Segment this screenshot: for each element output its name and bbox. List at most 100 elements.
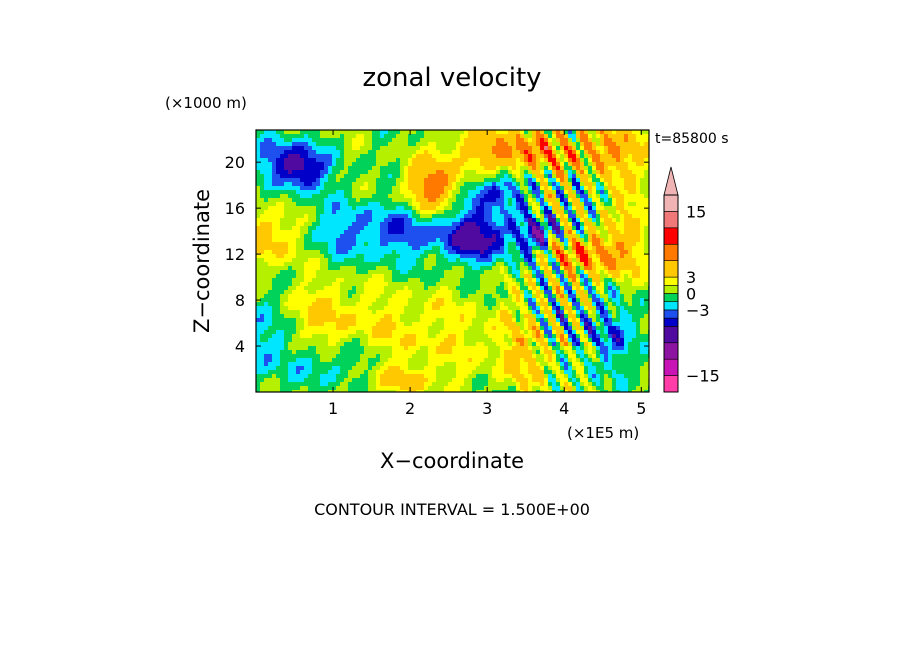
field-cell bbox=[528, 326, 533, 331]
field-cell bbox=[532, 198, 537, 203]
field-cell bbox=[484, 162, 489, 167]
field-cell bbox=[364, 198, 369, 203]
field-cell bbox=[408, 198, 413, 203]
field-cell bbox=[388, 150, 393, 155]
field-cell bbox=[428, 330, 433, 335]
field-cell bbox=[484, 198, 489, 203]
field-cell bbox=[384, 198, 389, 203]
field-cell bbox=[304, 266, 309, 271]
velocity-field bbox=[256, 130, 649, 392]
field-cell bbox=[312, 246, 317, 251]
field-cell bbox=[380, 266, 385, 271]
field-cell bbox=[584, 214, 589, 219]
field-cell bbox=[500, 226, 505, 231]
field-cell bbox=[412, 302, 417, 307]
field-cell bbox=[528, 262, 533, 267]
field-cell bbox=[640, 294, 645, 299]
field-cell bbox=[492, 138, 497, 143]
field-cell bbox=[300, 314, 305, 319]
field-cell bbox=[352, 274, 357, 279]
field-cell bbox=[308, 258, 313, 263]
field-cell bbox=[264, 302, 269, 307]
field-cell bbox=[588, 138, 593, 143]
field-cell bbox=[436, 326, 441, 331]
field-cell bbox=[376, 142, 381, 147]
field-cell bbox=[596, 130, 601, 135]
field-cell bbox=[600, 318, 605, 323]
field-cell bbox=[420, 262, 425, 267]
field-cell bbox=[336, 250, 341, 255]
field-cell bbox=[472, 130, 477, 135]
field-cell bbox=[268, 166, 273, 171]
field-cell bbox=[276, 130, 281, 135]
field-cell bbox=[436, 246, 441, 251]
field-cell bbox=[604, 166, 609, 171]
field-cell bbox=[508, 158, 513, 163]
field-cell bbox=[492, 206, 497, 211]
field-cell bbox=[264, 142, 269, 147]
field-cell bbox=[424, 254, 429, 259]
field-cell bbox=[620, 282, 625, 287]
field-cell bbox=[304, 246, 309, 251]
field-cell bbox=[588, 286, 593, 291]
field-cell bbox=[336, 258, 341, 263]
field-cell bbox=[296, 158, 301, 163]
field-cell bbox=[368, 262, 373, 267]
field-cell bbox=[376, 246, 381, 251]
field-cell bbox=[344, 314, 349, 319]
field-cell bbox=[352, 206, 357, 211]
field-cell bbox=[288, 166, 293, 171]
field-cell bbox=[276, 178, 281, 183]
field-cell bbox=[320, 138, 325, 143]
field-cell bbox=[320, 246, 325, 251]
field-cell bbox=[376, 262, 381, 267]
field-cell bbox=[448, 286, 453, 291]
field-cell bbox=[368, 246, 373, 251]
field-cell bbox=[284, 146, 289, 151]
field-cell bbox=[644, 182, 649, 187]
field-cell bbox=[608, 258, 613, 263]
field-cell bbox=[488, 238, 493, 243]
field-cell bbox=[344, 234, 349, 239]
field-cell bbox=[480, 150, 485, 155]
field-cell bbox=[280, 262, 285, 267]
field-cell bbox=[256, 306, 261, 311]
field-cell bbox=[500, 274, 505, 279]
field-cell bbox=[416, 186, 421, 191]
field-cell bbox=[456, 294, 461, 299]
field-cell bbox=[644, 258, 649, 263]
field-cell bbox=[432, 282, 437, 287]
field-cell bbox=[456, 226, 461, 231]
field-cell bbox=[392, 318, 397, 323]
field-cell bbox=[260, 214, 265, 219]
field-cell bbox=[556, 142, 561, 147]
field-cell bbox=[336, 306, 341, 311]
field-cell bbox=[264, 314, 269, 319]
field-cell bbox=[556, 178, 561, 183]
field-cell bbox=[276, 290, 281, 295]
field-cell bbox=[544, 298, 549, 303]
field-cell bbox=[352, 154, 357, 159]
field-cell bbox=[300, 150, 305, 155]
field-cell bbox=[324, 250, 329, 255]
field-cell bbox=[340, 210, 345, 215]
field-cell bbox=[600, 142, 605, 147]
field-cell bbox=[344, 214, 349, 219]
field-cell bbox=[484, 322, 489, 327]
field-cell bbox=[468, 282, 473, 287]
field-cell bbox=[312, 314, 317, 319]
field-cell bbox=[608, 150, 613, 155]
field-cell bbox=[412, 214, 417, 219]
field-cell bbox=[584, 134, 589, 139]
field-cell bbox=[444, 166, 449, 171]
field-cell bbox=[444, 262, 449, 267]
field-cell bbox=[464, 266, 469, 271]
field-cell bbox=[384, 218, 389, 223]
field-cell bbox=[352, 262, 357, 267]
field-cell bbox=[276, 134, 281, 139]
field-cell bbox=[540, 194, 545, 199]
field-cell bbox=[380, 282, 385, 287]
field-cell bbox=[448, 142, 453, 147]
field-cell bbox=[564, 194, 569, 199]
field-cell bbox=[500, 246, 505, 251]
